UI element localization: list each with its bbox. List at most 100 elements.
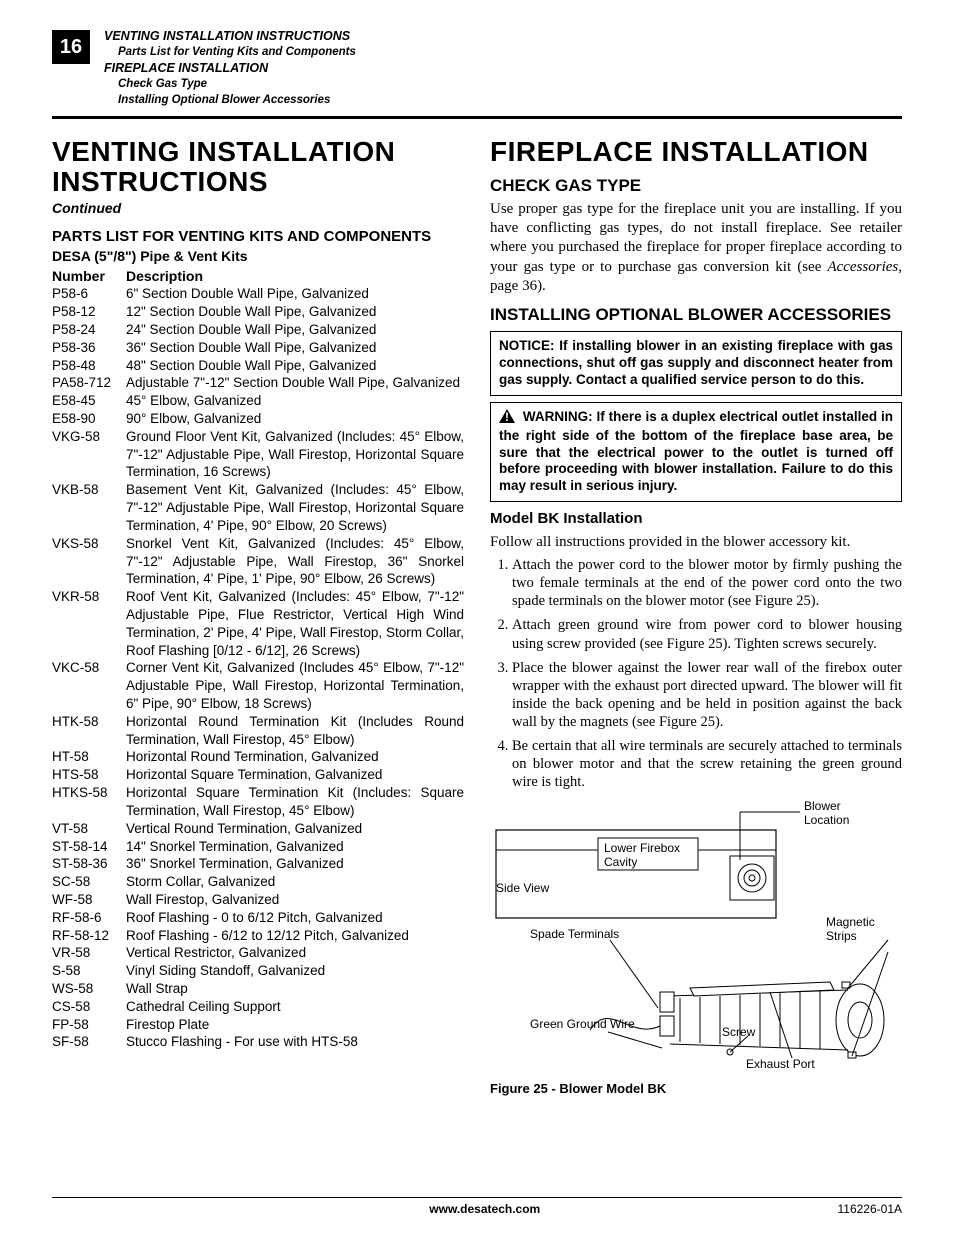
part-number: VKR-58 bbox=[52, 588, 126, 606]
part-row: WF-58Wall Firestop, Galvanized bbox=[52, 891, 464, 909]
part-number: VR-58 bbox=[52, 944, 126, 962]
part-description: 24" Section Double Wall Pipe, Galvanized bbox=[126, 321, 464, 339]
header-lines: VENTING INSTALLATION INSTRUCTIONS Parts … bbox=[104, 28, 356, 108]
step-item: Attach green ground wire from power cord… bbox=[512, 616, 902, 652]
part-description: 90° Elbow, Galvanized bbox=[126, 410, 464, 428]
steps-list: Attach the power cord to the blower moto… bbox=[490, 556, 902, 792]
page-footer: www.desatech.com 116226-01A bbox=[52, 1197, 902, 1217]
part-number: S-58 bbox=[52, 962, 126, 980]
part-description: 45° Elbow, Galvanized bbox=[126, 392, 464, 410]
part-description: Adjustable 7"-12" Section Double Wall Pi… bbox=[126, 374, 464, 392]
part-number: P58-6 bbox=[52, 285, 126, 303]
part-number: VKG-58 bbox=[52, 428, 126, 446]
part-description: Roof Vent Kit, Galvanized (Includes: 45°… bbox=[126, 588, 464, 659]
part-row: WS-58Wall Strap bbox=[52, 980, 464, 998]
label-ground: Green Ground Wire bbox=[530, 1017, 635, 1031]
part-description: Firestop Plate bbox=[126, 1016, 464, 1034]
part-description: 48" Section Double Wall Pipe, Galvanized bbox=[126, 357, 464, 375]
model-title: Model BK Installation bbox=[490, 510, 902, 529]
part-description: 36" Section Double Wall Pipe, Galvanized bbox=[126, 339, 464, 357]
part-description: Vinyl Siding Standoff, Galvanized bbox=[126, 962, 464, 980]
part-description: 6" Section Double Wall Pipe, Galvanized bbox=[126, 285, 464, 303]
part-description: Wall Firestop, Galvanized bbox=[126, 891, 464, 909]
step-item: Place the blower against the lower rear … bbox=[512, 659, 902, 732]
part-description: Ground Floor Vent Kit, Galvanized (Inclu… bbox=[126, 428, 464, 481]
header-subline: Parts List for Venting Kits and Componen… bbox=[104, 45, 356, 61]
left-column: VENTING INSTALLATION INSTRUCTIONS Contin… bbox=[52, 137, 464, 1097]
part-row: P58-4848" Section Double Wall Pipe, Galv… bbox=[52, 357, 464, 375]
subsection-title: CHECK GAS TYPE bbox=[490, 175, 902, 196]
part-number: RF-58-6 bbox=[52, 909, 126, 927]
part-row: CS-58Cathedral Ceiling Support bbox=[52, 998, 464, 1016]
part-number: FP-58 bbox=[52, 1016, 126, 1034]
part-description: Roof Flashing - 0 to 6/12 Pitch, Galvani… bbox=[126, 909, 464, 927]
part-row: P58-66" Section Double Wall Pipe, Galvan… bbox=[52, 285, 464, 303]
part-number: E58-45 bbox=[52, 392, 126, 410]
part-row: ST-58-1414" Snorkel Termination, Galvani… bbox=[52, 838, 464, 856]
section-title: FIREPLACE INSTALLATION bbox=[490, 137, 902, 166]
part-number: HTK-58 bbox=[52, 713, 126, 731]
part-row: VKC-58Corner Vent Kit, Galvanized (Inclu… bbox=[52, 659, 464, 712]
figure-25: Blower Location Lower Firebox Cavity Sid… bbox=[490, 800, 902, 1075]
body-paragraph: Use proper gas type for the fireplace un… bbox=[490, 200, 902, 296]
part-description: Horizontal Round Termination Kit (Includ… bbox=[126, 713, 464, 749]
part-row: P58-1212" Section Double Wall Pipe, Galv… bbox=[52, 303, 464, 321]
part-row: FP-58Firestop Plate bbox=[52, 1016, 464, 1034]
figure-caption: Figure 25 - Blower Model BK bbox=[490, 1081, 902, 1097]
part-description: 14" Snorkel Termination, Galvanized bbox=[126, 838, 464, 856]
part-number: P58-48 bbox=[52, 357, 126, 375]
label-blower: Blower bbox=[804, 800, 841, 813]
col-description: Description bbox=[126, 268, 203, 284]
title-line: VENTING INSTALLATION bbox=[52, 136, 395, 167]
part-number: P58-36 bbox=[52, 339, 126, 357]
part-number: HTS-58 bbox=[52, 766, 126, 784]
warning-icon: ! bbox=[499, 409, 515, 428]
continued-label: Continued bbox=[52, 200, 464, 218]
part-number: SF-58 bbox=[52, 1033, 126, 1051]
part-number: CS-58 bbox=[52, 998, 126, 1016]
part-description: Stucco Flashing - For use with HTS-58 bbox=[126, 1033, 464, 1051]
label-cavity: Cavity bbox=[604, 855, 637, 869]
label-mag: Strips bbox=[826, 929, 857, 943]
part-number: SC-58 bbox=[52, 873, 126, 891]
header-line: FIREPLACE INSTALLATION bbox=[104, 60, 356, 77]
page-header: 16 VENTING INSTALLATION INSTRUCTIONS Par… bbox=[52, 28, 902, 108]
part-number: P58-24 bbox=[52, 321, 126, 339]
part-description: 36" Snorkel Termination, Galvanized bbox=[126, 855, 464, 873]
part-row: P58-3636" Section Double Wall Pipe, Galv… bbox=[52, 339, 464, 357]
part-row: VKR-58Roof Vent Kit, Galvanized (Include… bbox=[52, 588, 464, 659]
label-exhaust: Exhaust Port bbox=[746, 1057, 815, 1070]
kit-title: DESA (5"/8") Pipe & Vent Kits bbox=[52, 248, 464, 266]
part-number: HT-58 bbox=[52, 748, 126, 766]
part-row: PA58-712Adjustable 7"-12" Section Double… bbox=[52, 374, 464, 392]
part-description: Corner Vent Kit, Galvanized (Includes 45… bbox=[126, 659, 464, 712]
part-description: Cathedral Ceiling Support bbox=[126, 998, 464, 1016]
part-description: Wall Strap bbox=[126, 980, 464, 998]
part-description: Horizontal Square Termination Kit (Inclu… bbox=[126, 784, 464, 820]
title-line: INSTRUCTIONS bbox=[52, 166, 268, 197]
page-number: 16 bbox=[52, 30, 90, 64]
label-spade: Spade Terminals bbox=[530, 927, 619, 941]
part-number: ST-58-14 bbox=[52, 838, 126, 856]
header-subline: Installing Optional Blower Accessories bbox=[104, 93, 356, 109]
part-row: SF-58Stucco Flashing - For use with HTS-… bbox=[52, 1033, 464, 1051]
part-row: ST-58-3636" Snorkel Termination, Galvani… bbox=[52, 855, 464, 873]
header-rule bbox=[52, 116, 902, 119]
part-number: ST-58-36 bbox=[52, 855, 126, 873]
part-number: E58-90 bbox=[52, 410, 126, 428]
part-number: VKB-58 bbox=[52, 481, 126, 499]
label-blower: Location bbox=[804, 813, 849, 827]
notice-box: NOTICE: If installing blower in an exist… bbox=[490, 331, 902, 396]
part-row: HTS-58Horizontal Square Termination, Gal… bbox=[52, 766, 464, 784]
part-number: HTKS-58 bbox=[52, 784, 126, 802]
part-description: Snorkel Vent Kit, Galvanized (Includes: … bbox=[126, 535, 464, 588]
svg-text:!: ! bbox=[505, 410, 509, 423]
part-row: E58-9090° Elbow, Galvanized bbox=[52, 410, 464, 428]
page: { "page_number": "16", "header": { "l1":… bbox=[0, 0, 954, 1235]
part-description: Storm Collar, Galvanized bbox=[126, 873, 464, 891]
right-column: FIREPLACE INSTALLATION CHECK GAS TYPE Us… bbox=[490, 137, 902, 1097]
step-item: Attach the power cord to the blower moto… bbox=[512, 556, 902, 610]
warning-box: ! WARNING: If there is a duplex electric… bbox=[490, 402, 902, 502]
columns: VENTING INSTALLATION INSTRUCTIONS Contin… bbox=[52, 137, 902, 1097]
part-row: E58-4545° Elbow, Galvanized bbox=[52, 392, 464, 410]
